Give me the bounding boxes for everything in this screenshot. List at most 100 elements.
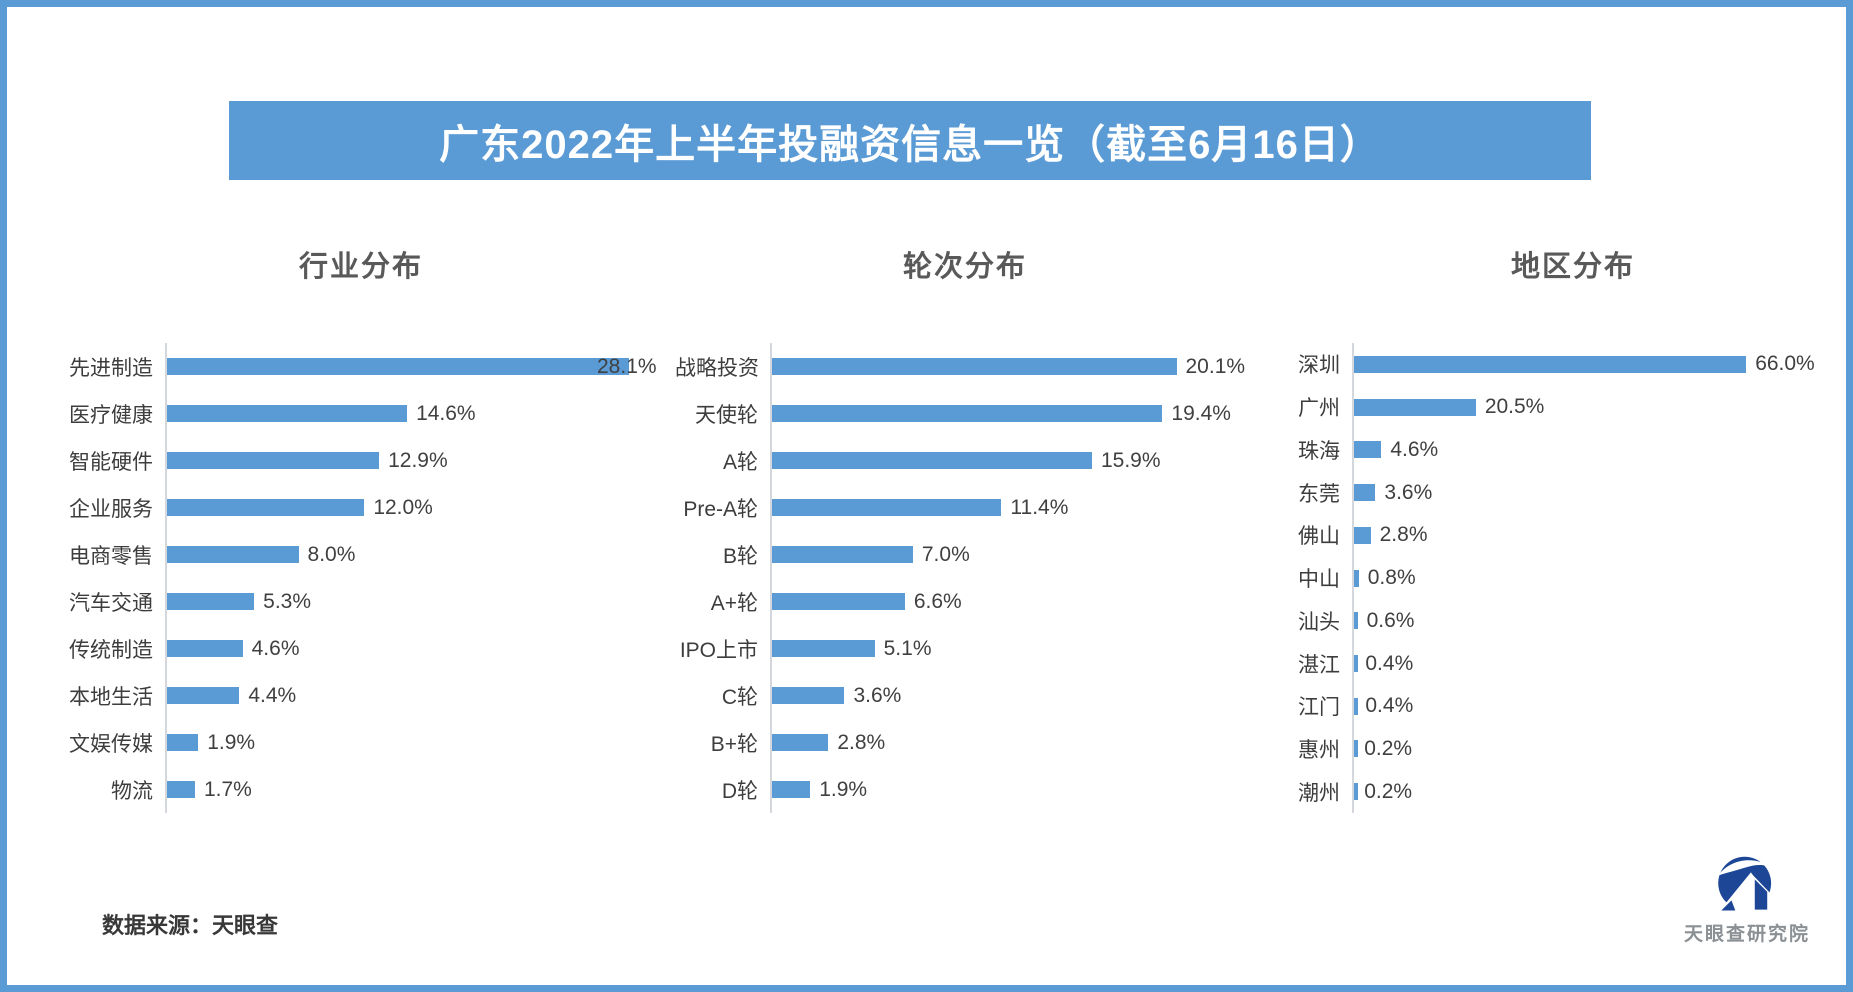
category-label: 天使轮 <box>695 403 758 427</box>
value-label: 0.4% <box>1365 651 1414 675</box>
bar-row: A轮 15.9% <box>675 437 1255 484</box>
bar-track: 0.4% <box>1352 642 1846 685</box>
bar-track: 5.3% <box>165 578 657 625</box>
value-label: 0.2% <box>1364 779 1413 803</box>
value-label: 1.7% <box>203 777 252 801</box>
bar-row: B轮 7.0% <box>675 531 1255 578</box>
bar <box>167 452 380 469</box>
bar-row: 文娱传媒 1.9% <box>65 719 657 766</box>
bar-track: 19.4% <box>770 390 1255 437</box>
bar <box>772 593 905 610</box>
category-label: A+轮 <box>710 591 758 615</box>
value-label: 0.8% <box>1367 566 1416 590</box>
bar <box>167 358 630 375</box>
value-label: 4.4% <box>248 683 297 707</box>
bar-row: 汽车交通 5.3% <box>65 578 657 625</box>
value-label: 20.5% <box>1484 395 1545 419</box>
category-label: B+轮 <box>710 732 758 756</box>
bar-track: 7.0% <box>770 531 1255 578</box>
category-label: 汕头 <box>1298 610 1340 634</box>
bar <box>1354 697 1358 715</box>
category-label: 东莞 <box>1298 482 1340 506</box>
bar-track: 20.1% <box>770 343 1255 390</box>
bar <box>167 640 243 657</box>
bar <box>1354 740 1358 758</box>
category-label: 先进制造 <box>69 356 153 380</box>
bar-row: 中山 0.8% <box>1297 556 1846 600</box>
category-label: 惠州 <box>1298 738 1340 762</box>
bar <box>772 640 875 657</box>
category-label: C轮 <box>721 685 758 709</box>
bar-track: 1.7% <box>165 766 657 813</box>
category-label: 物流 <box>111 779 153 803</box>
bar <box>772 687 845 704</box>
bar-track: 12.0% <box>165 484 657 531</box>
bar <box>1354 655 1358 672</box>
value-label: 2.8% <box>837 730 886 754</box>
category-label: 珠海 <box>1298 439 1340 463</box>
bar-row: 战略投资 20.1% <box>675 343 1255 390</box>
bar-row: 潮州 0.2% <box>1297 770 1846 814</box>
value-label: 6.6% <box>913 589 962 613</box>
bar-track: 1.9% <box>770 766 1255 813</box>
bar-track: 66.0% <box>1352 343 1846 386</box>
bar-track: 0.2% <box>1352 770 1846 814</box>
title-banner: 广东2022年上半年投融资信息一览（截至6月16日） <box>229 101 1591 180</box>
value-label: 66.0% <box>1755 352 1815 376</box>
bar-row: 深圳 66.0% <box>1297 343 1846 386</box>
bar-row: 汕头 0.6% <box>1297 599 1846 643</box>
bar <box>772 781 811 798</box>
bar-row: 物流 1.7% <box>65 766 657 813</box>
value-label: 28.1% <box>597 354 657 378</box>
bar-row: D轮 1.9% <box>675 766 1255 813</box>
bar-track: 4.6% <box>165 625 657 672</box>
bar-track: 5.1% <box>770 625 1255 672</box>
tianyancha-research-logo: 天眼查研究院 <box>1673 853 1821 946</box>
bar-track: 2.8% <box>770 719 1255 766</box>
bar-track: 12.9% <box>165 437 657 484</box>
category-label: 电商零售 <box>69 544 153 568</box>
category-label: 潮州 <box>1298 781 1340 805</box>
bar <box>167 593 255 610</box>
category-label: 智能硬件 <box>69 450 153 474</box>
bar-track: 1.9% <box>165 719 657 766</box>
value-label: 4.6% <box>1390 437 1439 461</box>
data-source-note: 数据来源：天眼查 <box>102 913 279 938</box>
value-label: 14.6% <box>416 401 476 425</box>
bar-row: A+轮 6.6% <box>675 578 1255 625</box>
bar <box>1354 441 1382 459</box>
bar-row: 湛江 0.4% <box>1297 642 1846 685</box>
bar <box>772 452 1092 469</box>
chart-title: 行业分布 <box>298 251 423 283</box>
bar-row: IPO上市 5.1% <box>675 625 1255 672</box>
chart-round-distribution: 轮次分布 战略投资 20.1% 天使轮 19.4% A轮 15.9% Pre-A轮 11.4%… <box>675 247 1255 813</box>
bar <box>772 358 1177 375</box>
page-title: 广东2022年上半年投融资信息一览（截至6月16日） <box>439 122 1381 167</box>
bar <box>1354 526 1371 544</box>
bar-track: 3.6% <box>770 672 1255 719</box>
category-label: 江门 <box>1298 696 1340 720</box>
category-label: 战略投资 <box>675 356 759 380</box>
bar <box>1354 569 1359 587</box>
value-label: 2.8% <box>1379 523 1428 547</box>
bar <box>772 405 1163 422</box>
category-label: IPO上市 <box>679 638 758 662</box>
plot-area: 战略投资 20.1% 天使轮 19.4% A轮 15.9% Pre-A轮 11.4% B轮 7.0… <box>675 343 1255 813</box>
bar <box>1354 612 1358 630</box>
category-label: 深圳 <box>1298 354 1340 378</box>
bar-track: 15.9% <box>770 437 1255 484</box>
category-label: 湛江 <box>1298 653 1340 677</box>
bar-row: 广州 20.5% <box>1297 385 1846 429</box>
plot-area: 先进制造 28.1% 医疗健康 14.6% 智能硬件 12.9% 企业服务 12.0% 电商零售… <box>65 343 657 813</box>
category-label: 本地生活 <box>69 685 153 709</box>
value-label: 5.3% <box>263 589 312 613</box>
value-label: 3.6% <box>853 683 902 707</box>
bar-row: 医疗健康 14.6% <box>65 390 657 437</box>
bar-row: 惠州 0.2% <box>1297 727 1846 771</box>
bar-row: 江门 0.4% <box>1297 684 1846 728</box>
bar-row: 本地生活 4.4% <box>65 672 657 719</box>
category-label: A轮 <box>722 450 758 474</box>
bar-track: 0.2% <box>1352 727 1846 771</box>
category-label: 广州 <box>1298 397 1340 421</box>
bar-row: 佛山 2.8% <box>1297 513 1846 557</box>
